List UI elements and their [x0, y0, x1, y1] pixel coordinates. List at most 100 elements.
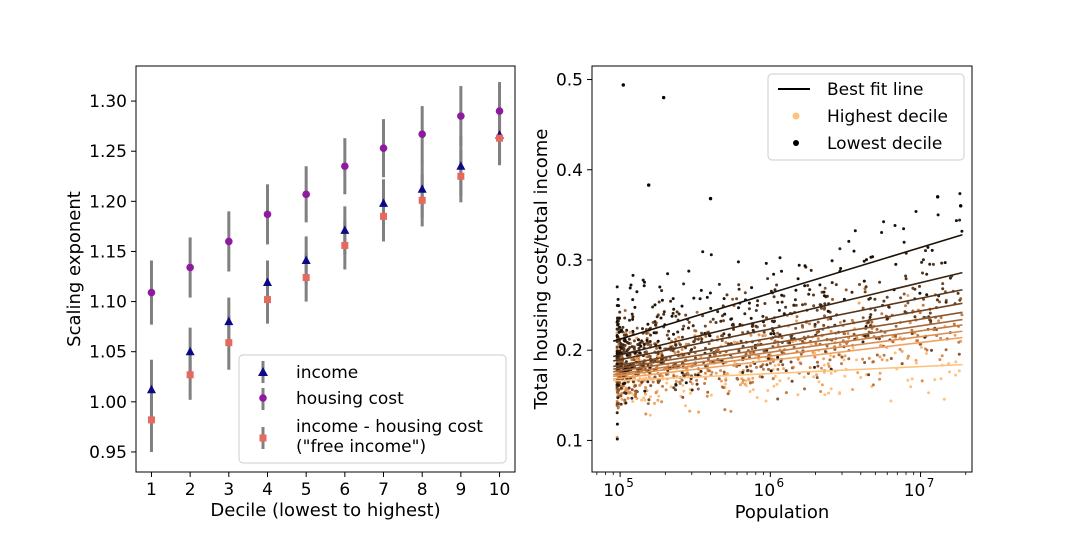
outlier-point — [646, 183, 651, 187]
city-point — [906, 294, 910, 297]
city-point — [873, 297, 877, 301]
city-point — [833, 347, 837, 351]
city-point — [954, 219, 958, 223]
city-point — [692, 296, 696, 300]
city-point — [864, 373, 868, 377]
city-point — [828, 358, 832, 362]
city-point — [625, 340, 629, 344]
city-point — [666, 272, 670, 276]
city-point — [696, 373, 700, 377]
city-point — [942, 397, 946, 401]
city-point — [623, 339, 627, 343]
city-point — [641, 327, 644, 331]
city-point — [829, 387, 833, 391]
city-point — [862, 279, 866, 283]
city-point — [943, 261, 947, 265]
city-point — [642, 396, 646, 400]
city-point — [871, 255, 875, 259]
city-point — [643, 398, 647, 402]
city-point — [646, 341, 650, 345]
city-point — [831, 297, 834, 301]
right-y-tick-label: 0.5 — [556, 71, 583, 91]
city-point — [829, 329, 833, 333]
city-point — [687, 326, 690, 330]
city-point — [780, 336, 784, 340]
best-fit-line-decile-9 — [613, 336, 963, 380]
city-point — [661, 374, 664, 378]
city-point — [695, 382, 699, 386]
city-point — [709, 320, 712, 324]
right-x-tick-exponent: 6 — [777, 476, 785, 490]
city-point — [855, 336, 859, 340]
city-point — [623, 316, 627, 320]
outlier-point — [708, 196, 713, 201]
city-point — [825, 294, 829, 298]
left-y-tick-label: 0.95 — [89, 443, 127, 463]
left-y-tick-label: 1.15 — [89, 242, 127, 262]
city-point — [938, 300, 941, 304]
right-x-tick-label: 10 — [904, 481, 926, 501]
city-point — [782, 367, 785, 371]
city-point — [954, 373, 958, 377]
city-point — [867, 356, 871, 360]
left-y-tick-label: 1.25 — [89, 142, 127, 162]
city-point — [741, 381, 745, 385]
city-point — [780, 300, 784, 304]
outlier-point — [661, 95, 666, 100]
city-point — [641, 278, 645, 282]
city-point — [823, 302, 827, 306]
housing-cost-point — [302, 190, 310, 199]
city-point — [724, 382, 727, 386]
city-point — [655, 354, 659, 358]
city-point — [730, 323, 734, 327]
city-point — [803, 284, 807, 288]
city-point — [803, 264, 807, 268]
city-point — [729, 409, 733, 413]
city-point — [646, 322, 650, 326]
city-point — [643, 280, 646, 284]
housing-cost-point — [457, 112, 465, 120]
city-point — [775, 382, 779, 386]
city-point — [625, 328, 629, 332]
left-chart: 1 2 3 4 5 6 7 8 9 10 0.95 1.00 1.05 1.10 1.15 1.20 1.25… — [64, 65, 516, 521]
city-point — [823, 393, 827, 397]
legend-highest-label: Highest decile — [827, 107, 948, 127]
city-point — [664, 388, 668, 392]
city-point — [676, 350, 680, 354]
city-point — [877, 337, 881, 341]
city-point — [787, 376, 791, 380]
income-point — [185, 346, 195, 356]
left-x-tick-label: 9 — [455, 480, 466, 500]
city-point — [621, 343, 625, 347]
left-y-tick-label: 1.00 — [89, 393, 127, 413]
city-point — [628, 330, 632, 334]
city-point — [639, 344, 643, 348]
city-point — [778, 379, 782, 383]
city-point — [861, 340, 865, 344]
city-point — [858, 283, 861, 286]
city-point — [913, 315, 917, 319]
city-point — [846, 332, 850, 335]
city-point — [925, 348, 929, 352]
city-point — [754, 309, 758, 312]
city-point — [889, 357, 893, 360]
city-point — [938, 358, 942, 362]
left-y-tick-label: 1.05 — [89, 343, 127, 363]
left-legend: income housing cost income - housing cos… — [238, 354, 507, 464]
city-point — [910, 377, 914, 381]
city-point — [637, 338, 640, 342]
city-point — [812, 293, 815, 297]
city-point — [729, 317, 733, 321]
city-point — [651, 305, 655, 309]
left-x-tick-label: 10 — [489, 480, 511, 500]
city-point — [681, 384, 685, 387]
city-point — [948, 276, 952, 280]
city-point — [792, 303, 796, 307]
city-point — [687, 320, 691, 324]
city-point — [632, 345, 636, 349]
city-point — [771, 377, 775, 381]
city-point — [823, 314, 826, 318]
city-point — [852, 249, 856, 253]
city-point — [698, 297, 702, 301]
city-point — [928, 262, 932, 266]
